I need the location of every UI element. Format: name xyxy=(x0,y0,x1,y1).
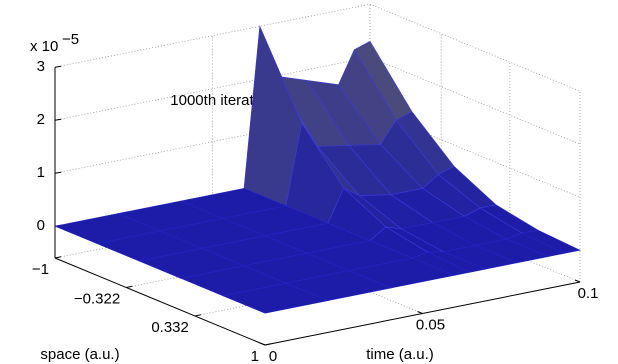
tick-mark xyxy=(54,118,62,121)
tick-mark xyxy=(417,311,423,314)
y-axis xyxy=(54,257,266,346)
grid-line xyxy=(212,226,423,314)
tick-mark xyxy=(194,314,201,317)
z-tick-label: 1 xyxy=(37,164,45,181)
x-tick-label: 0 xyxy=(269,348,277,364)
tick-mark xyxy=(259,342,266,346)
y-axis-label: space (a.u.) xyxy=(40,346,119,363)
grid-line xyxy=(54,56,371,121)
tick-mark xyxy=(54,256,62,259)
tick-mark xyxy=(54,171,62,174)
y-tick-label: 0.332 xyxy=(151,319,189,336)
z-exponent: −5 xyxy=(62,31,79,48)
tick-mark xyxy=(126,285,133,288)
y-tick-label: 1 xyxy=(251,348,259,364)
grid-line xyxy=(369,194,581,283)
grid-line xyxy=(369,109,581,198)
z-tick-label: 2 xyxy=(37,111,45,128)
x-tick-label: 0.1 xyxy=(578,285,599,302)
surface-patch xyxy=(221,282,330,314)
z-tick-label: 3 xyxy=(37,58,45,75)
tick-mark xyxy=(574,279,581,283)
z-multiplier: x 10 xyxy=(30,38,58,55)
grid-line xyxy=(369,56,581,145)
grid-line xyxy=(369,3,581,92)
tick-mark xyxy=(264,343,272,346)
annotation: 1000th iteration xyxy=(170,92,273,109)
x-axis-label: time (a.u.) xyxy=(366,346,434,363)
x-tick-label: 0.05 xyxy=(416,316,445,333)
y-tick-label: −1 xyxy=(32,261,49,278)
y-tick-label: −0.322 xyxy=(74,290,120,307)
z-tick-label: 0 xyxy=(37,217,45,234)
grid-line xyxy=(54,3,371,68)
tick-mark xyxy=(54,65,62,68)
